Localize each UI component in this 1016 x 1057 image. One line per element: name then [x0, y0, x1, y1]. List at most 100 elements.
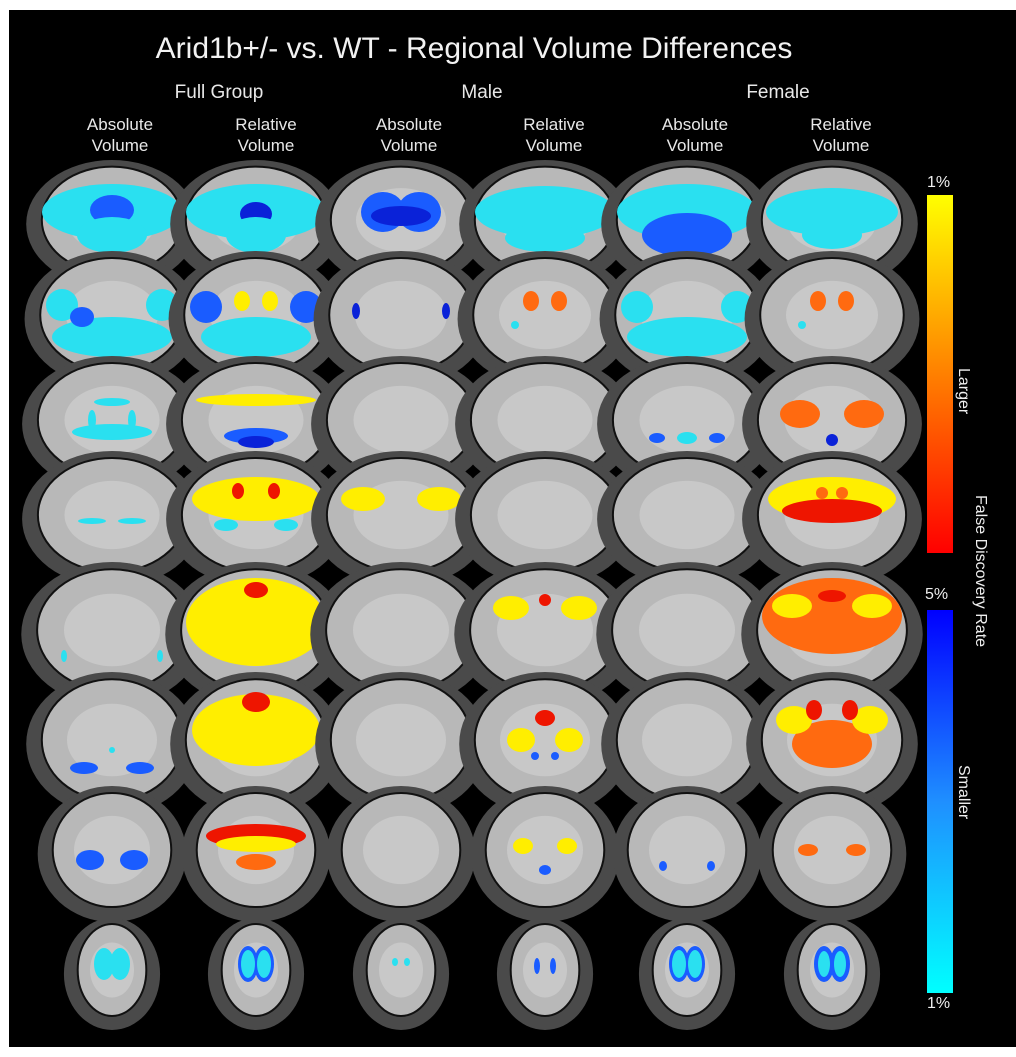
volume-overlay — [214, 519, 238, 531]
volume-overlay — [118, 518, 146, 524]
volume-overlay — [72, 424, 152, 440]
volume-overlay — [659, 861, 667, 871]
brain-slice — [746, 672, 918, 816]
brain-inner — [794, 815, 870, 885]
brain-slice — [168, 251, 344, 387]
volume-overlay — [493, 596, 529, 620]
volume-overlay — [442, 303, 450, 319]
volume-overlay — [196, 394, 316, 406]
brain-inner — [786, 280, 878, 350]
volume-overlay — [836, 487, 848, 499]
brain-inner — [497, 385, 593, 455]
volume-overlay — [818, 951, 830, 977]
volume-overlay — [838, 291, 854, 311]
brain-slice — [311, 356, 491, 492]
colorbar-bottom-tick: 1% — [927, 995, 951, 1012]
volume-overlay — [523, 291, 539, 311]
brain-slice — [459, 160, 631, 288]
brain-slice — [597, 451, 777, 587]
brain-slice — [326, 786, 476, 922]
volume-overlay — [672, 950, 686, 978]
volume-overlay — [707, 861, 715, 871]
volume-overlay — [826, 434, 838, 446]
volume-overlay — [852, 706, 888, 734]
brain-slice — [454, 562, 636, 706]
volume-overlay — [798, 844, 818, 856]
brain-slice — [757, 786, 907, 922]
brain-inner — [379, 942, 423, 998]
volume-overlay — [802, 221, 862, 249]
volume-overlay — [834, 951, 846, 977]
volume-overlay — [352, 303, 360, 319]
volume-overlay — [475, 186, 615, 238]
volume-overlay — [511, 321, 519, 329]
brain-slice — [638, 918, 736, 1030]
volume-overlay — [404, 958, 410, 966]
volume-overlay — [94, 948, 114, 980]
group-label-full: Full Group — [174, 82, 264, 103]
brain-slice — [459, 672, 631, 816]
brain-inner — [353, 385, 449, 455]
brain-inner — [363, 815, 439, 885]
volume-overlay — [257, 950, 271, 978]
colorbar-smaller-label: Smaller — [955, 765, 972, 820]
volume-overlay — [126, 762, 154, 774]
brain-slice — [744, 251, 920, 387]
column-label: Relative Volume — [810, 115, 872, 155]
brain-slice — [207, 918, 305, 1030]
volume-overlay — [157, 650, 163, 662]
brain-inner — [64, 593, 160, 667]
figure: Arid1b+/- vs. WT - Regional Volume Diffe… — [9, 10, 1016, 1047]
brain-slice — [455, 451, 635, 587]
volume-overlay — [238, 436, 274, 448]
volume-overlay — [539, 594, 551, 606]
volume-overlay — [110, 948, 130, 980]
brain-slice — [597, 356, 777, 492]
group-label-male: Male — [461, 82, 503, 103]
column-label: Absolute Volume — [86, 115, 154, 155]
volume-overlay — [531, 752, 539, 760]
volume-overlay — [120, 850, 148, 870]
volume-overlay — [806, 700, 822, 720]
volume-overlay — [780, 400, 820, 428]
volume-overlay — [417, 487, 461, 511]
brain-slice — [166, 356, 346, 492]
brain-slice — [741, 562, 923, 706]
volume-overlay — [551, 291, 567, 311]
volume-overlay — [535, 710, 555, 726]
brain-inner — [507, 815, 583, 885]
brain-slice — [612, 786, 762, 922]
brain-slice — [21, 562, 203, 706]
volume-overlay — [61, 650, 67, 662]
brain-inner — [499, 280, 591, 350]
volume-overlay — [192, 477, 320, 521]
volume-overlay — [766, 188, 898, 236]
column-label: Absolute Volume — [661, 115, 729, 155]
volume-overlay — [236, 854, 276, 870]
brain-inner — [353, 593, 449, 667]
brain-inner — [639, 480, 735, 550]
volume-overlay — [52, 317, 172, 357]
column-label: Absolute Volume — [375, 115, 443, 155]
brain-slice — [742, 451, 922, 587]
volume-overlay — [621, 291, 653, 323]
brain-slice — [26, 672, 198, 816]
brain-inner — [67, 703, 157, 777]
volume-overlay — [555, 728, 583, 752]
colorbar-smaller-segment — [927, 610, 953, 993]
brain-slice — [315, 672, 487, 816]
brain-slice — [742, 356, 922, 492]
colorbar-mid-tick: 5% — [925, 586, 949, 603]
colorbar-fdr-label: False Discovery Rate — [972, 495, 989, 648]
brain-slice-grid — [21, 160, 923, 1030]
brain-inner — [649, 815, 725, 885]
brain-slice — [63, 918, 161, 1030]
volume-overlay — [852, 594, 892, 618]
volume-overlay — [561, 596, 597, 620]
volume-overlay — [627, 317, 747, 357]
volume-overlay — [816, 487, 828, 499]
group-label-female: Female — [746, 82, 810, 103]
fdr-colorbar — [927, 195, 953, 993]
volume-overlay — [274, 519, 298, 531]
colorbar-top-tick: 1% — [927, 174, 951, 191]
